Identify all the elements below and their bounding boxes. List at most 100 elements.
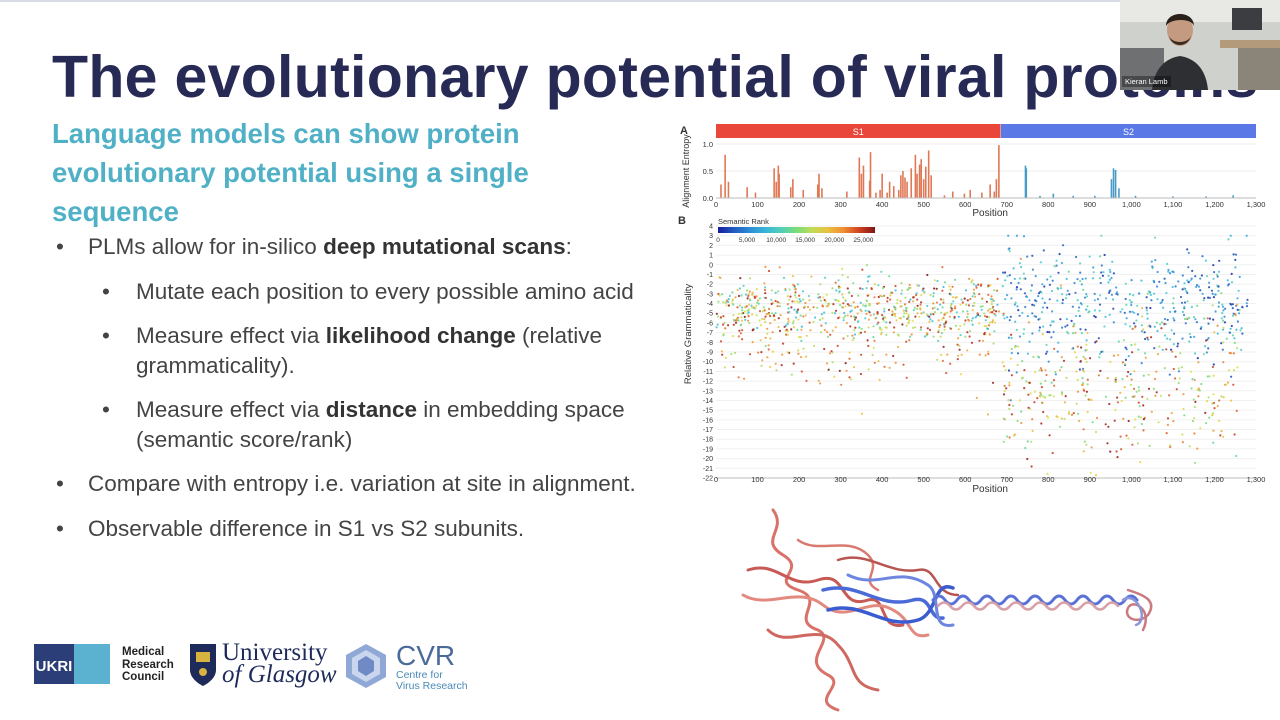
scatter-point [951, 309, 954, 312]
scatter-point [841, 274, 844, 277]
bullet-item: • PLMs allow for in-silico deep mutationa… [56, 234, 572, 259]
scatter-point [789, 295, 792, 298]
scatter-point [858, 326, 861, 329]
scatter-point [994, 321, 997, 324]
scatter-point [1150, 336, 1153, 339]
scatter-point [985, 315, 989, 318]
scatter-point [839, 303, 842, 307]
scatter-point [1065, 330, 1069, 333]
scatter-point [1212, 296, 1215, 299]
scatter-point [1172, 343, 1175, 346]
scatter-point [865, 287, 868, 290]
scatter-point [1199, 289, 1202, 292]
scatter-point [808, 299, 811, 302]
logo-bar: UKRI Medical Research Council University… [30, 640, 480, 692]
scatter-point [966, 313, 970, 316]
scatter-point [733, 351, 737, 354]
scatter-point [851, 339, 854, 342]
glasgow-line2: of Glasgow [222, 661, 337, 688]
scatter-point [1088, 255, 1091, 258]
scatter-point [1021, 360, 1024, 363]
scatter-point [1211, 304, 1214, 307]
scatter-point [1140, 362, 1143, 365]
scatter-point [1220, 317, 1223, 320]
webcam-overlay[interactable]: Kieran Lamb [1120, 0, 1280, 90]
scatter-point [767, 269, 771, 273]
scatter-point [1006, 316, 1009, 319]
scatter-point [960, 298, 963, 301]
scatter-point [793, 294, 797, 297]
scatter-point [868, 275, 871, 278]
scatter-point [1144, 337, 1147, 341]
y-tick-label: -12 [703, 379, 713, 386]
scatter-point [1181, 337, 1184, 340]
scatter-point [1002, 271, 1005, 274]
scatter-point [783, 325, 786, 328]
scatter-point [1141, 307, 1144, 310]
scatter-point [788, 288, 791, 291]
scatter-point [1042, 395, 1045, 398]
scatter-point [1196, 284, 1199, 287]
scatter-point [982, 339, 985, 342]
scatter-point [940, 311, 943, 314]
scatter-point [866, 294, 869, 297]
scatter-point [882, 317, 885, 320]
scatter-point [1217, 270, 1221, 273]
scatter-point [732, 318, 735, 321]
bullet-item: • Mutate each position to every possible … [102, 278, 634, 304]
scatter-point [1146, 292, 1149, 295]
scatter-point [981, 305, 984, 308]
scatter-point [1028, 381, 1031, 384]
scatter-point [892, 331, 895, 334]
scatter-point [1016, 305, 1019, 308]
scatter-point [817, 296, 820, 299]
scatter-point [1212, 393, 1215, 396]
scatter-point [957, 354, 960, 357]
scatter-point [775, 369, 778, 372]
scatter-point [992, 342, 995, 345]
scatter-point [774, 299, 777, 303]
mrc-logo: Medical Research Council [122, 646, 174, 684]
scatter-point [1037, 295, 1040, 298]
scatter-point [919, 303, 922, 306]
scatter-point [796, 283, 799, 286]
scatter-point [798, 294, 801, 297]
domain-bar [1000, 124, 1256, 138]
scatter-point [1068, 293, 1071, 296]
scatter-point [1049, 394, 1052, 397]
scatter-point [914, 315, 917, 318]
scatter-point [1241, 332, 1244, 335]
scatter-point [1233, 433, 1236, 436]
scatter-point [983, 333, 986, 336]
scatter-point [1140, 422, 1143, 426]
scatter-point [1146, 397, 1149, 400]
scatter-point [1186, 279, 1189, 282]
scatter-point [737, 335, 740, 338]
scatter-point [938, 326, 941, 329]
scatter-point [1049, 324, 1052, 327]
scatter-point [916, 307, 919, 311]
scatter-point [1010, 336, 1013, 340]
scatter-point [983, 312, 986, 315]
scatter-point [736, 306, 739, 309]
scatter-point [1229, 327, 1232, 330]
scatter-point [1097, 337, 1100, 340]
panel-label: A [680, 125, 688, 137]
scatter-point [1238, 275, 1241, 278]
scatter-point [764, 336, 767, 339]
x-tick-label: 200 [793, 200, 806, 209]
scatter-point [896, 345, 900, 349]
scatter-point [1002, 393, 1006, 396]
bullet-item: • Compare with entropy i.e. variation at … [56, 471, 636, 496]
scatter-point [816, 306, 819, 309]
scatter-point [1015, 328, 1018, 331]
scatter-point [1092, 271, 1095, 274]
scatter-point [1107, 281, 1110, 284]
scatter-point [1216, 332, 1219, 335]
scatter-point [808, 321, 811, 324]
scatter-point [908, 319, 911, 322]
scatter-point [1018, 262, 1021, 265]
scatter-point [719, 276, 722, 279]
scatter-point [1206, 400, 1209, 403]
scatter-point [1086, 331, 1089, 334]
